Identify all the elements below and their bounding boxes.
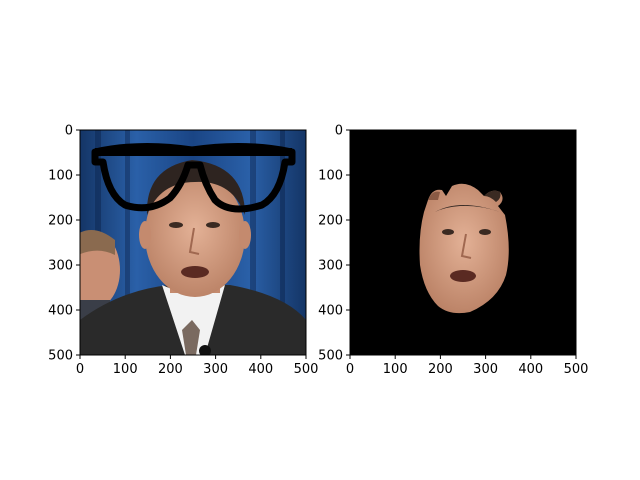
right-image: [350, 130, 576, 355]
right-y-tick-label: 200: [318, 214, 343, 229]
left-x-tick-label: 100: [113, 362, 138, 377]
left-x-tick-label: 200: [158, 362, 183, 377]
left-x-tick-label: 300: [203, 362, 228, 377]
left-image: [80, 130, 306, 355]
right-panel: 0 100 200 300 400 500 0 100 200 300 400 500: [318, 124, 588, 378]
right-x-tick-label: 500: [564, 362, 589, 377]
right-y-tick-label: 300: [318, 259, 343, 274]
right-x-tick-label: 100: [383, 362, 408, 377]
right-x-tick-label: 300: [473, 362, 498, 377]
left-y-tick-label: 400: [48, 304, 73, 319]
left-panel: 0 100 200 300 400 500 0 100 200 300 400 500: [48, 124, 318, 378]
right-x-tick-label: 0: [346, 362, 354, 377]
right-y-tick-label: 500: [318, 349, 343, 364]
left-y-tick-label: 500: [48, 349, 73, 364]
eyeglasses-overlay: [91, 142, 296, 213]
left-y-axis: 0 100 200 300 400 500: [48, 124, 80, 364]
left-x-tick-label: 500: [294, 362, 319, 377]
left-y-tick-label: 100: [48, 169, 73, 184]
right-y-tick-label: 400: [318, 304, 343, 319]
left-x-tick-label: 400: [248, 362, 273, 377]
left-axes-frame: [79, 129, 307, 356]
left-y-tick-label: 300: [48, 259, 73, 274]
right-axes-frame: [349, 129, 577, 356]
right-y-axis: 0 100 200 300 400 500: [318, 124, 350, 364]
left-y-tick-label: 200: [48, 214, 73, 229]
right-y-tick-label: 0: [335, 124, 343, 139]
right-x-axis: 0 100 200 300 400 500: [346, 355, 589, 377]
left-x-tick-label: 0: [76, 362, 84, 377]
right-y-tick-label: 100: [318, 169, 343, 184]
left-x-axis: 0 100 200 300 400 500: [76, 355, 319, 377]
left-y-tick-label: 0: [65, 124, 73, 139]
right-x-tick-label: 400: [518, 362, 543, 377]
right-x-tick-label: 200: [428, 362, 453, 377]
